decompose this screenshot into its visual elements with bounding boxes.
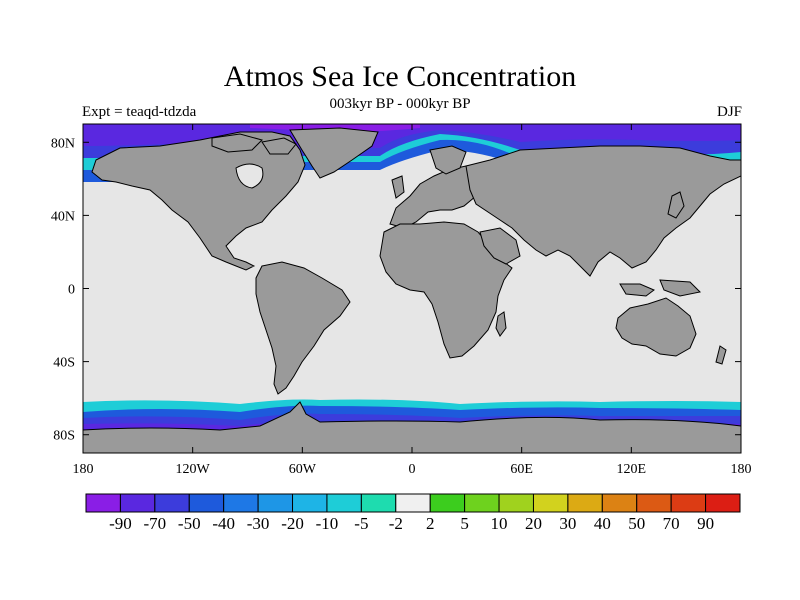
season-label: DJF: [716, 104, 742, 120]
colorbar-label: 5: [460, 514, 469, 533]
colorbar-label: 40: [594, 514, 611, 533]
lat-tick-label: 40N: [51, 209, 75, 224]
colorbar-swatch: [119, 493, 156, 513]
lat-tick-label: 0: [68, 283, 75, 298]
colorbar-swatch: [326, 493, 362, 513]
colorbar-swatch: [636, 493, 672, 513]
land-masses: [83, 127, 741, 453]
lon-tick-label: 120E: [617, 462, 647, 477]
colorbar-label: 2: [426, 514, 435, 533]
colorbar-label: 90: [697, 514, 714, 533]
greenland: [289, 127, 379, 179]
australia: [615, 297, 697, 357]
colorbar-swatch: [705, 493, 741, 513]
map-title: Atmos Sea Ice Concentration: [223, 60, 577, 93]
colorbar-swatch: [292, 493, 328, 513]
colorbar-label: -70: [144, 514, 167, 533]
colorbar-swatch: [188, 493, 225, 513]
map-panel: [83, 124, 741, 453]
lat-tick-label: 80S: [53, 429, 75, 444]
lon-tick-label: 60E: [510, 462, 533, 477]
lon-tick-label: 180: [73, 462, 94, 477]
lat-tick-label: 80N: [51, 136, 75, 151]
colorbar-label: -40: [212, 514, 235, 533]
colorbar-swatch: [85, 493, 121, 513]
south-america: [255, 261, 351, 395]
map-axes: 180 120W 60W 0 60E 120E 180 80N 40N 0 40S 80S: [51, 124, 752, 477]
lon-tick-label: 120W: [176, 462, 211, 477]
africa: [379, 221, 513, 359]
colorbar-label: -30: [247, 514, 270, 533]
asia: [465, 145, 741, 277]
colorbar-label: 30: [559, 514, 576, 533]
lat-tick-label: 40S: [53, 356, 75, 371]
antarctica: [83, 401, 741, 453]
map-subtitle: 003kyr BP - 000kyr BP: [329, 96, 471, 112]
colorbar-label: -10: [316, 514, 339, 533]
experiment-label: Expt = teaqd-tdzda: [82, 104, 197, 120]
colorbar-swatch: [257, 493, 294, 513]
colorbar-swatch: [429, 493, 466, 513]
colorbar-swatch: [360, 493, 397, 513]
colorbar: -90 -70 -50 -40 -30 -20 -10 -5 -2 2 5 10 20 30 40 50 70 9…: [85, 493, 741, 533]
colorbar-label: 70: [663, 514, 680, 533]
colorbar-label: -50: [178, 514, 201, 533]
colorbar-label: -90: [109, 514, 132, 533]
colorbar-swatch: [601, 493, 638, 513]
lon-tick-label: 180: [731, 462, 752, 477]
colorbar-swatch: [532, 493, 569, 513]
colorbar-swatch: [498, 493, 534, 513]
colorbar-label: -5: [354, 514, 368, 533]
colorbar-label: 20: [525, 514, 542, 533]
colorbar-swatch: [464, 493, 500, 513]
lon-tick-label: 0: [409, 462, 416, 477]
colorbar-swatch: [395, 493, 431, 513]
colorbar-label: -20: [281, 514, 304, 533]
colorbar-swatch: [670, 493, 707, 513]
lon-tick-label: 60W: [289, 462, 317, 477]
colorbar-swatch: [154, 493, 190, 513]
colorbar-label: 10: [491, 514, 508, 533]
colorbar-label: 50: [628, 514, 645, 533]
colorbar-label: -2: [389, 514, 403, 533]
colorbar-swatch: [567, 493, 603, 513]
colorbar-swatch: [223, 493, 259, 513]
